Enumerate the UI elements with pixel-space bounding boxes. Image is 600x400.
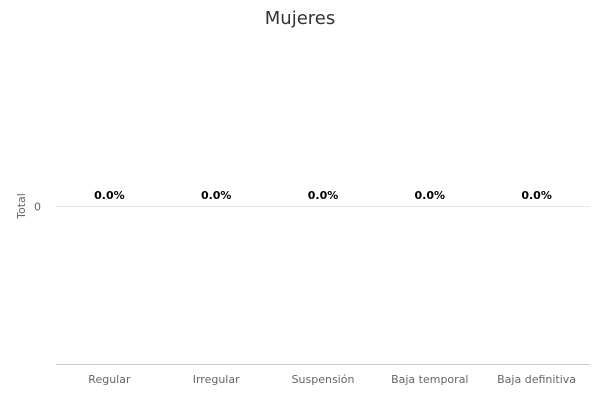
x-tick-label-5: Baja definitiva <box>497 373 576 386</box>
x-tick-label-1: Regular <box>88 373 131 386</box>
data-label-1: 0.0% <box>94 189 125 202</box>
y-axis-label: Total <box>15 193 28 220</box>
plot-area: 0 0.0% Regular 0.0% Irregular 0.0% Suspensión 0… <box>34 189 590 386</box>
data-label-2: 0.0% <box>201 189 232 202</box>
y-tick-label: 0 <box>34 201 41 214</box>
x-tick-label-2: Irregular <box>193 373 240 386</box>
data-label-4: 0.0% <box>415 189 446 202</box>
data-label-5: 0.0% <box>521 189 552 202</box>
chart-title: Mujeres <box>265 8 335 29</box>
x-tick-label-4: Baja temporal <box>391 373 468 386</box>
x-tick-label-3: Suspensión <box>292 373 355 386</box>
data-label-3: 0.0% <box>308 189 339 202</box>
